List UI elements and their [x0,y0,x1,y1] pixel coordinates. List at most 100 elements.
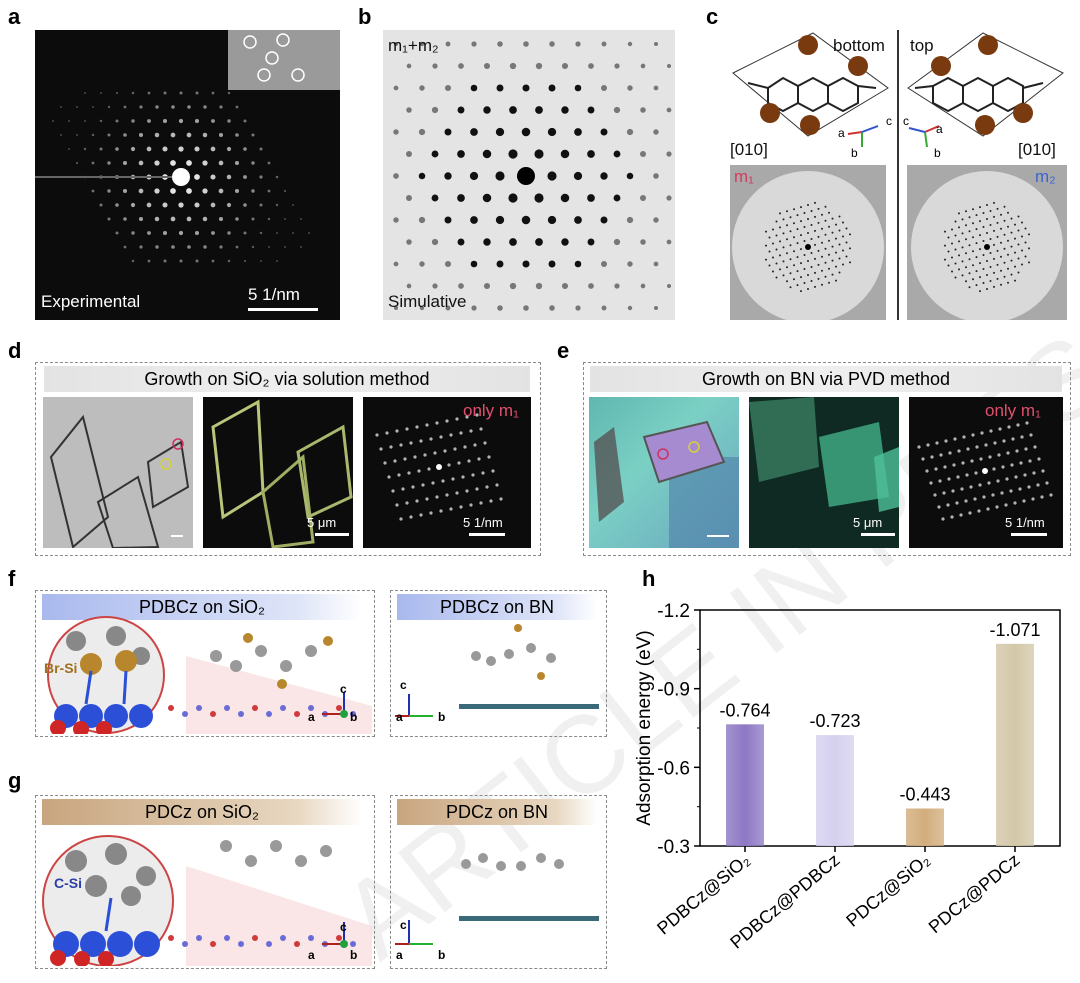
panel-c-axis-a-left: a [838,126,845,140]
bar-value-label: -0.443 [899,785,950,805]
x-category-label: PDCz@SiO₂ [842,850,933,931]
bar-4 [996,643,1034,846]
panel-f-right-box [390,590,607,737]
panel-e-saed-image: only m₁ 5 1/nm [909,397,1063,548]
panel-g-right-box [390,795,607,969]
panel-c-crystal-bottom [732,32,889,137]
panel-f-right-axis-c: c [400,678,407,692]
panel-a-diffraction-image: Experimental 5 1/nm [35,30,340,320]
panel-f-right-header: PDBCz on BN [397,594,597,620]
panel-g-right-axis-a: a [396,948,403,962]
panel-d-label: d [8,338,22,363]
panel-e-scale-bar-um [861,533,895,536]
panel-c-axes-left-icon [847,125,879,147]
panel-f-left-axis-a: a [308,710,315,724]
panel-b-title: m₁+m₂ [388,36,439,55]
panel-b-spots [393,41,672,311]
panel-c-axis-b-right: b [934,146,941,160]
panel-d-header: Growth on SiO₂ via solution method [44,366,530,392]
panel-d-only-m1: only m₁ [463,401,519,420]
panel-g-left-box [35,795,375,969]
panel-a-spots [35,91,310,263]
panel-f-left-structure [47,616,372,734]
panel-c-m2-label: m₂ [1035,167,1056,186]
bar-1 [726,724,764,846]
y-tick-label: -0.6 [657,758,690,779]
panel-f-right-structure [395,624,599,717]
panel-a-label: a [8,4,21,29]
panel-f-left-header: PDBCz on SiO₂ [42,594,362,620]
panel-d-scale-bar-um [315,533,349,536]
panel-f-bond-text: Br-Si [44,660,78,676]
panel-g-left-structure [42,835,372,966]
panel-e-header: Growth on BN via PVD method [590,366,1062,392]
panel-c-direction-left: [010] [730,140,768,159]
panel-e-optical-image [589,397,739,548]
panel-e-box [583,362,1071,556]
panel-e-only-m1: only m₁ [985,401,1041,420]
panel-c-bottom-label: bottom [833,36,885,55]
panel-e-scale-nm: 5 1/nm [1005,515,1045,530]
bar-2 [816,735,854,846]
panel-g-label: g [8,768,22,793]
panel-c-direction-right: [010] [1018,140,1056,159]
panel-g-left-header: PDCz on SiO₂ [42,799,362,825]
panel-d-scale-bar-nm [469,533,505,536]
panel-b-label: b [358,4,372,29]
panel-g-left-axis-a: a [308,948,315,962]
panel-a-scale-bar [248,308,318,311]
y-axis-label: Adsorption energy (eV) [634,630,655,825]
panel-d-optical-image [43,397,193,548]
panel-c-axis-c-left: c [886,114,892,128]
panel-g-right-axis-c: c [400,918,407,932]
panel-c-axis-a-right: a [936,122,943,136]
panel-c-label: c [706,4,719,29]
panel-c-m1-pattern: m₁ [730,165,886,320]
panel-c-axes-right-icon [908,125,940,148]
panel-e-scale-um: 5 μm [853,515,883,530]
panel-f-left-axis-b: b [350,710,358,724]
panel-b-caption: Simulative [388,292,467,311]
panel-c-divider [897,30,899,320]
panel-c-crystal-top [907,32,1064,137]
panel-g-left-axis-b: b [350,948,358,962]
panel-d-scale-um: 5 μm [307,515,337,530]
panel-e-scale-bar-nm [1011,533,1047,536]
bar-3 [906,808,944,846]
chart-axes: -1.2 -0.9 -0.6 -0.3 [657,601,1061,858]
panel-d-saed-image: only m₁ 5 1/nm [363,397,531,548]
x-category-label: PDCz@PDCz [925,850,1024,937]
y-tick-label: -0.3 [657,837,690,858]
panel-d-scale-nm: 5 1/nm [463,515,503,530]
adsorption-energy-chart: -1.2 -0.9 -0.6 -0.3 Adsorption energy (eV) -0… [620,590,1075,975]
bar-value-label: -0.764 [719,700,770,720]
panel-e-label: e [557,338,570,363]
panel-f-left-box [35,590,375,737]
panel-c-axis-c-right: c [903,114,909,128]
panel-g-right-header: PDCz on BN [397,799,597,825]
panel-f-label: f [8,566,16,591]
panel-f-right-axis-a: a [396,710,403,724]
panel-c-axis-b-left: b [851,146,858,160]
panel-f-left-axis-c: c [340,682,347,696]
panel-g-right-structure [395,853,599,945]
panel-d-fluorescence-image: 5 μm [203,397,353,548]
bar-value-label: -0.723 [809,711,860,731]
y-tick-label: -1.2 [657,601,690,622]
bar-value-label: -1.071 [989,620,1040,640]
panel-g-right-axis-b: b [438,948,446,962]
panel-b-simulated-pattern: m₁+m₂ Simulative [383,30,675,320]
y-tick-label: -0.9 [657,680,690,701]
panel-a-scale-label: 5 1/nm [248,285,300,304]
panel-g-left-axis-c: c [340,920,347,934]
panel-h-label: h [642,566,656,591]
panel-d-box [35,362,541,556]
panel-g-bond-label: C-Si [54,875,82,891]
panel-f-right-axis-b: b [438,710,446,724]
panel-a-caption: Experimental [41,292,141,311]
panel-e-fluorescence-image: 5 μm [749,397,899,548]
panel-c-m2-pattern: m₂ [907,165,1067,320]
panel-f-bond-label: Br-Si [44,660,77,676]
panel-c-top-label: top [910,36,934,55]
